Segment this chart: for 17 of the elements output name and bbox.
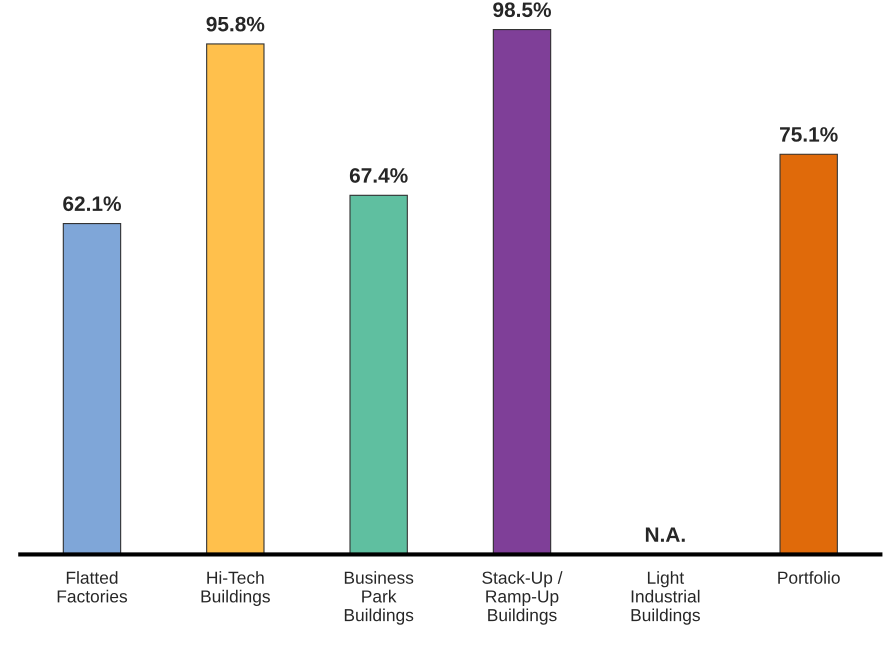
bar [779,154,838,554]
data-label: 75.1% [780,127,838,142]
x-tick-label: Hi-Tech Buildings [202,571,270,606]
x-tick-label: Light Industrial Buildings [632,571,700,625]
bar [492,29,552,554]
x-tick-label: Business Park Buildings [344,571,414,625]
bar [349,194,408,554]
x-tick-label: Flatted Factories [58,571,128,603]
bar [206,43,265,554]
data-label: 67.4% [350,168,408,183]
data-label: 62.1% [63,196,121,212]
bar [62,222,122,554]
x-tick-label: Stack-Up / Ramp-Up Buildings [482,571,563,625]
text: N.A. [646,527,685,542]
data-label: 95.8% [206,16,264,32]
x-tick-label: Portfolio [778,571,840,584]
data-label: 98.5% [493,2,551,18]
